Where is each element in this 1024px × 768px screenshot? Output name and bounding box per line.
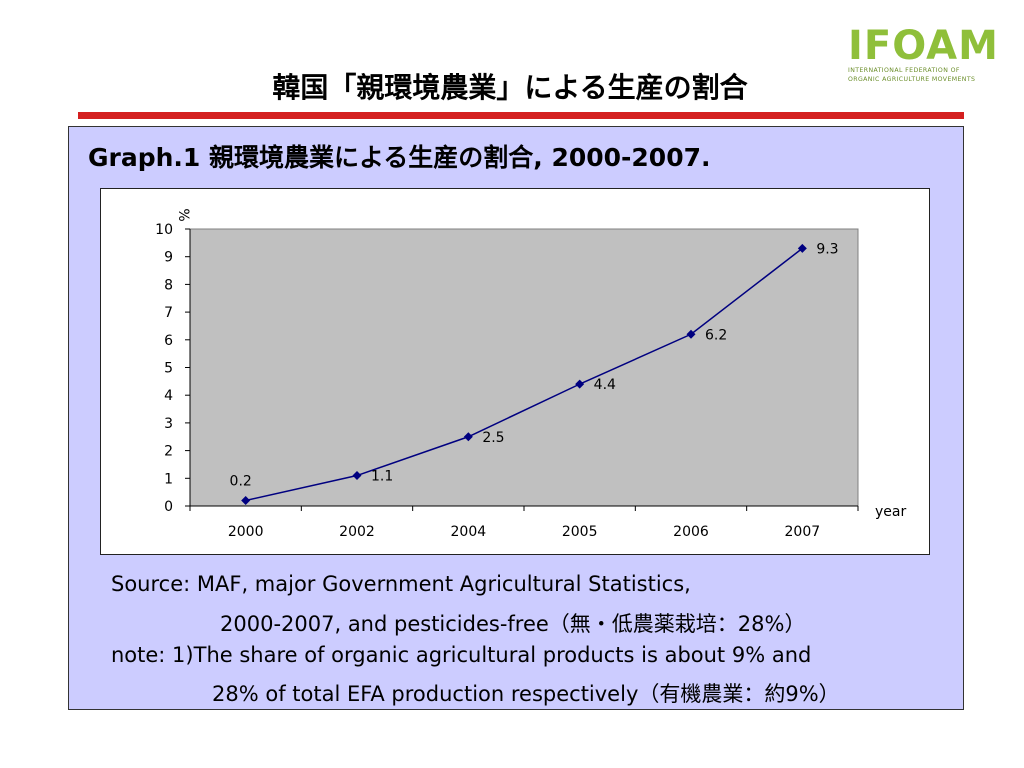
x-axis-label: year	[875, 504, 906, 520]
x-tick-label: 2005	[562, 524, 598, 540]
y-tick-label: 4	[164, 388, 173, 404]
y-tick-label: 0	[164, 499, 173, 515]
y-tick-label: 8	[164, 277, 173, 293]
x-tick-label: 2006	[673, 524, 709, 540]
data-point	[463, 432, 473, 442]
source-line-1: Source: MAF, major Government Agricultur…	[111, 572, 691, 596]
chart-frame: 0 1 2 3 4 5 6 7 8 9 10% 2000 2002 2004 2005 2006 2007 yea…	[100, 188, 930, 555]
plot-area	[189, 228, 859, 507]
data-label: 6.2	[705, 327, 727, 343]
y-tick-label: 1	[164, 471, 173, 487]
ifoam-logo: IFOAM INTERNATIONAL FEDERATION OF ORGANI…	[848, 26, 1002, 96]
logo-line-1: INTERNATIONAL FEDERATION OF	[848, 67, 960, 74]
y-tick-label: 7	[164, 305, 173, 321]
source-line-2: 2000-2007, and pesticides-free（無・低農薬栽培：2…	[220, 612, 806, 636]
data-label: 4.4	[594, 377, 616, 393]
x-tick-label: 2002	[339, 524, 375, 540]
y-tick-label: 2	[164, 444, 173, 460]
y-tick-label: 10	[155, 222, 173, 238]
y-axis-label: %	[175, 208, 191, 221]
data-label: 0.2	[230, 473, 252, 489]
y-tick-label: 5	[164, 361, 173, 377]
data-point	[797, 243, 807, 253]
y-tick-label: 9	[164, 250, 173, 266]
line-chart: 0 1 2 3 4 5 6 7 8 9 10% 2000 2002 2004 2005 2006 2007 yea…	[155, 208, 906, 540]
logo-line-2: ORGANIC AGRICULTURE MOVEMENTS	[848, 76, 976, 83]
x-tick-label: 2007	[785, 524, 821, 540]
title-divider	[78, 112, 964, 119]
graph-title: Graph.1 親環境農業による生産の割合, 2000-2007.	[88, 143, 711, 172]
logo-mark: IFOAM	[848, 23, 999, 69]
note-line-2: 28% of total EFA production respectively…	[212, 682, 840, 706]
data-label: 2.5	[482, 430, 504, 446]
data-point	[241, 495, 251, 505]
data-label: 1.1	[371, 469, 393, 485]
data-point	[352, 471, 362, 481]
data-point	[575, 379, 585, 389]
series-line	[245, 247, 803, 502]
y-tick-label: 3	[164, 416, 173, 432]
data-point	[686, 329, 696, 339]
note-line-1: note: 1)The share of organic agricultura…	[111, 643, 812, 667]
x-tick-label: 2004	[451, 524, 487, 540]
data-label: 9.3	[816, 241, 838, 257]
y-tick-label: 6	[164, 333, 173, 349]
slide-title: 韓国「親環境農業」による生産の割合	[272, 71, 748, 104]
x-tick-label: 2000	[228, 524, 264, 540]
